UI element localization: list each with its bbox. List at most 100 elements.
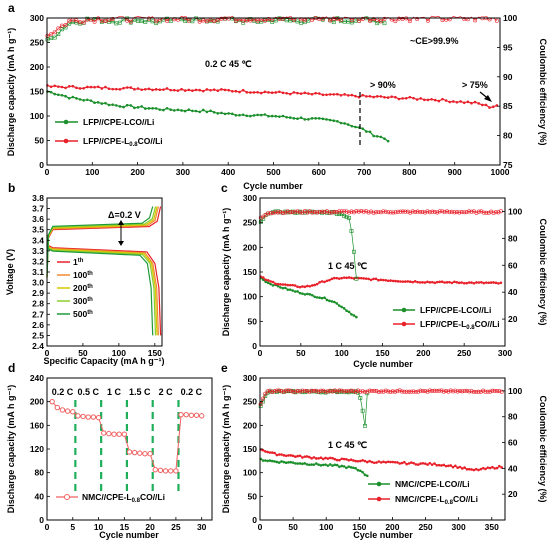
- e-series-3-point-54: [383, 388, 388, 393]
- a-series-2-point-66: [284, 18, 289, 23]
- a-series-1-point-52: [234, 89, 238, 93]
- e-series-3-point-49: [372, 388, 377, 393]
- a-series-1-point-2: [53, 84, 57, 88]
- a-series-0-point-23: [129, 104, 133, 107]
- e-series-3-point-46: [365, 389, 370, 394]
- c-series-1-point-32: [337, 277, 341, 280]
- e-series-0-point-21: [308, 463, 311, 467]
- a-series-1-point-53: [238, 90, 241, 94]
- c-series-1-point-25: [320, 280, 324, 283]
- a-series-2-point-25: [136, 19, 140, 23]
- a-series-0-point-6: [67, 96, 71, 100]
- a-series-0-point-81: [339, 121, 343, 125]
- c-series-0-point-1: [261, 278, 265, 282]
- e-ytick-label-6: 300: [243, 373, 257, 383]
- a-series-1-point-1: [49, 85, 53, 89]
- a-series-1-point-97: [397, 97, 401, 101]
- e-series-0-point-6: [273, 460, 276, 463]
- a-xtick-label-1: 100: [85, 167, 99, 177]
- b-ytick-label-3: 2.7: [32, 309, 44, 319]
- e-series-3-point-80: [444, 389, 449, 394]
- e-series-1-point-81: [447, 464, 450, 468]
- a-series-1-point-11: [86, 85, 89, 89]
- a-series-0-point-72: [307, 118, 310, 121]
- panel-b-legend-label-2: 100th: [73, 270, 93, 280]
- a-series-1-point-17: [107, 87, 111, 91]
- d-ytick-label-4: 160: [30, 420, 44, 430]
- c-y2tick-label-2: 60: [508, 260, 518, 270]
- c-series-0-point-16: [298, 291, 302, 295]
- c-series-0-point-18: [303, 293, 307, 296]
- c-series-1-point-45: [369, 278, 373, 282]
- a-series-0-point-8: [75, 97, 78, 100]
- c-series-3-point-42: [361, 209, 366, 214]
- d-series-point-23: [168, 468, 174, 474]
- a-series-3-point-8: [74, 18, 79, 23]
- a-series-0-point-51: [230, 112, 234, 116]
- c-series-1-point-23: [315, 282, 319, 286]
- e-series-0-point-17: [298, 462, 302, 465]
- panel-a-legend-label-2-a: LFP//CPE-L: [83, 136, 129, 146]
- e-series-1-point-66: [412, 461, 415, 465]
- c-series-1-point-12: [288, 283, 292, 287]
- a-series-2-point-19: [114, 21, 119, 26]
- c-series-1-point-65: [418, 281, 422, 284]
- c-series-3-point-55: [393, 210, 398, 215]
- d-series-point-2: [59, 407, 66, 413]
- c-series-2-point-1: [261, 216, 266, 221]
- c-series-3-point-95: [491, 210, 496, 215]
- e-series-3-point-42: [355, 388, 360, 393]
- c-series-3-point-43: [364, 209, 369, 214]
- e-xtick-label-6: 300: [452, 522, 466, 532]
- c-series-3-point-39: [354, 209, 359, 214]
- c-series-0-point-28: [328, 299, 331, 303]
- a-series-0-point-66: [285, 115, 288, 119]
- e-series-1-point-25: [317, 457, 320, 460]
- a-series-0-point-90: [372, 134, 375, 138]
- a-series-0-point-68: [292, 117, 296, 120]
- e-series-0-point-24: [314, 462, 318, 465]
- e-series-1-point-44: [361, 459, 364, 462]
- a-series-0-point-56: [249, 114, 252, 118]
- a-series-0-point-57: [252, 114, 256, 117]
- c-series-3-point-16: [298, 210, 303, 215]
- a-series-1-point-93: [383, 95, 386, 99]
- a-series-0-point-17: [107, 103, 111, 107]
- c-series-3-point-45: [369, 209, 374, 214]
- a-series-1-line: [47, 84, 498, 109]
- c-xtick-label-3: 150: [375, 348, 389, 358]
- a-series-1-point-55: [245, 91, 249, 94]
- a-series-2-point-63: [273, 18, 278, 23]
- d-rate-label-3: 1.5 C: [129, 387, 151, 397]
- d-series-point-24: [173, 468, 179, 474]
- panel-e-ylabel: Discharge capacity (mA h g⁻¹): [221, 385, 231, 513]
- e-series-0-point-3: [266, 459, 269, 463]
- a-series-0-point-39: [187, 108, 191, 112]
- e-series-3-point-22: [309, 388, 314, 393]
- a-series-1-point-67: [288, 92, 292, 96]
- e-xtick-label-2: 100: [319, 522, 333, 532]
- e-series-3-point-56: [388, 389, 393, 394]
- panel-b-legend-label-3-n: 200: [73, 283, 87, 293]
- e-series-3-point-41: [353, 389, 358, 394]
- panel-a-letter: a: [8, 1, 15, 15]
- c-ytick-label-5: 250: [243, 218, 257, 228]
- e-series-3-point-2: [263, 391, 268, 396]
- c-series-0-point-35: [345, 309, 348, 312]
- a-series-2-point-34: [168, 19, 173, 24]
- a-xtick-label-2: 200: [131, 167, 145, 177]
- panel-a-legend-marker-2: [63, 138, 69, 144]
- e-series-1-point-61: [400, 461, 404, 465]
- a-y2tick-label-0: 75: [503, 160, 513, 170]
- e-series-3-point-85: [455, 389, 460, 394]
- c-series-3-point-94: [489, 209, 494, 214]
- a-series-0-point-44: [205, 110, 209, 114]
- a-series-0-point-4: [60, 93, 64, 97]
- e-series-3-point-13: [288, 388, 293, 393]
- c-series-1-point-33: [340, 276, 343, 280]
- e-series-0-point-46: [365, 474, 369, 478]
- panel-c-legend-marker-2: [401, 321, 407, 327]
- c-series-1-point-3: [266, 279, 270, 282]
- a-series-3-point-76: [320, 16, 325, 21]
- e-series-1-point-90: [467, 467, 471, 471]
